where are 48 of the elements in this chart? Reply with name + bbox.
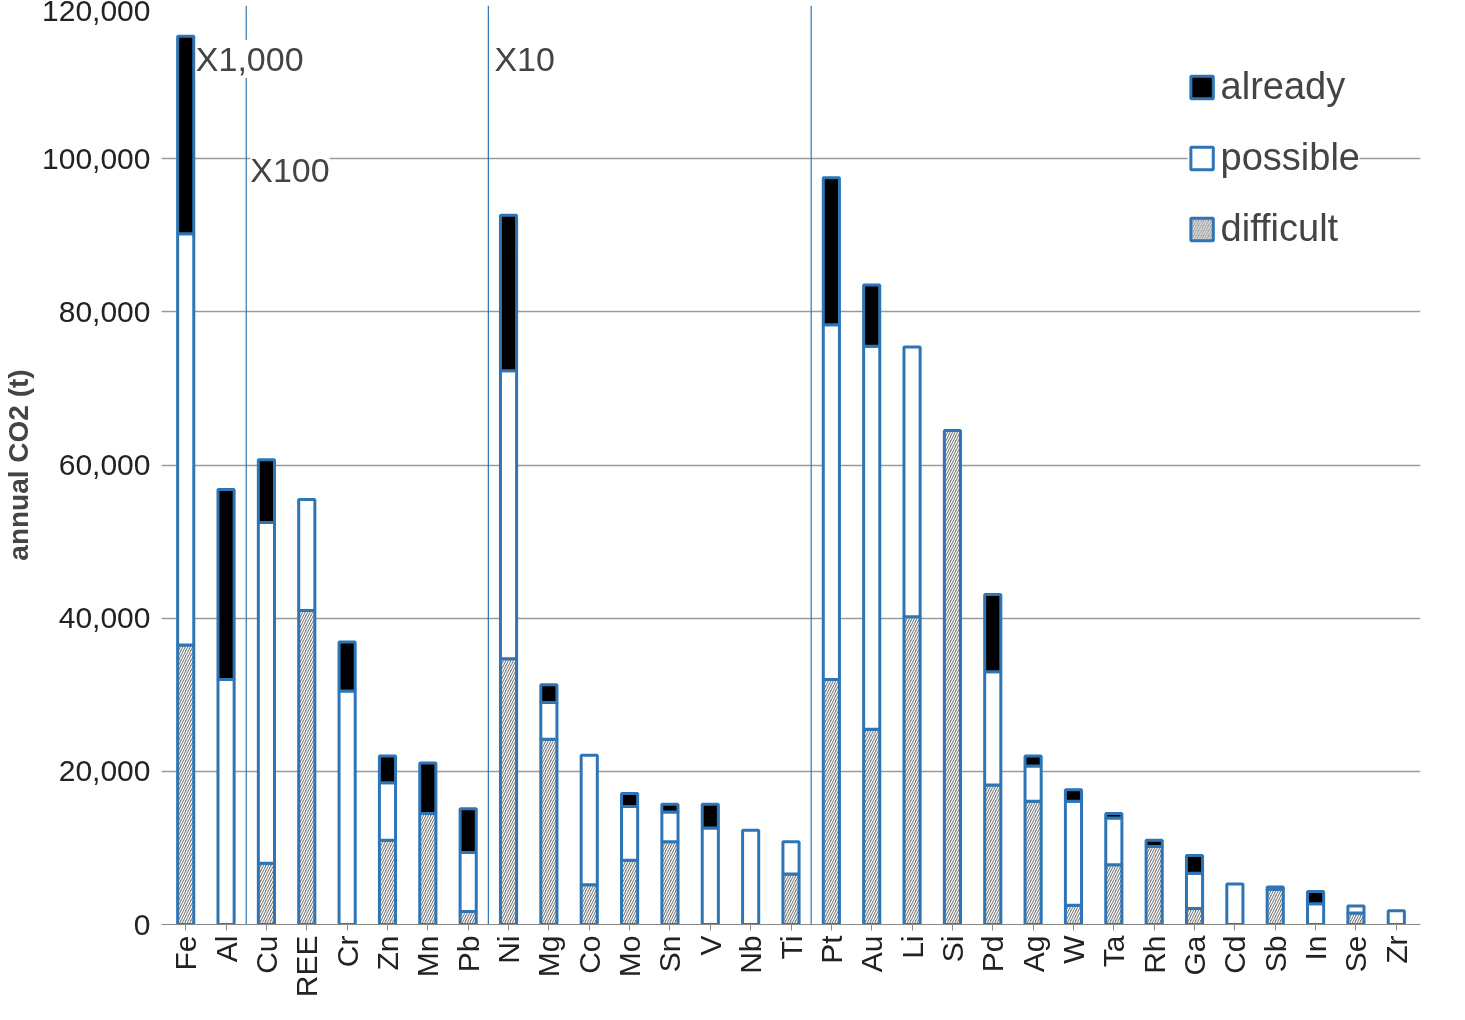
x-tick-label: Mo bbox=[613, 935, 647, 978]
x-tick-label: Mn bbox=[411, 935, 445, 978]
x-tick-label: Nb bbox=[734, 935, 768, 974]
x-tick-label: Ni bbox=[492, 935, 526, 964]
x-tick-label: V bbox=[693, 935, 727, 956]
x-tick-label: Ga bbox=[1178, 935, 1212, 976]
x-tick-label: Se bbox=[1339, 935, 1373, 973]
x-tick-label: Ta bbox=[1097, 935, 1131, 968]
x-tick-label: Si bbox=[935, 935, 969, 963]
x-tick-label: Co bbox=[572, 935, 606, 974]
x-tick-label: Cd bbox=[1218, 935, 1252, 974]
bar bbox=[1386, 909, 1406, 925]
legend-label: difficult bbox=[1220, 207, 1339, 250]
x-tick-label: Fe bbox=[169, 935, 203, 971]
x-tick-label: Ag bbox=[1016, 935, 1050, 973]
y-tick-label: 80,000 bbox=[58, 294, 151, 328]
annotation: X1,000 bbox=[195, 40, 304, 79]
x-tick-label: Cu bbox=[249, 935, 283, 974]
y-tick-label: 0 bbox=[133, 907, 151, 941]
x-tick-label: Pb bbox=[451, 935, 485, 973]
bar bbox=[1225, 882, 1245, 925]
y-tick-label: 20,000 bbox=[58, 754, 151, 788]
x-tick-label: Au bbox=[855, 935, 889, 973]
x-tick-label: Mg bbox=[532, 935, 566, 978]
legend-label: already bbox=[1220, 65, 1346, 108]
x-tick-label: Ti bbox=[774, 935, 808, 960]
x-tick-label: Sb bbox=[1258, 935, 1292, 973]
y-tick-label: 120,000 bbox=[42, 0, 151, 27]
y-tick-label: 40,000 bbox=[58, 601, 151, 635]
x-tick-label: Rh bbox=[1137, 935, 1171, 974]
x-tick-label: Cr bbox=[330, 935, 364, 968]
x-tick-label: W bbox=[1056, 934, 1090, 964]
legend-label: possible bbox=[1220, 136, 1360, 179]
x-tick-label: Zn bbox=[370, 935, 404, 971]
annotation: X10 bbox=[494, 40, 555, 79]
x-tick-label: Zr bbox=[1379, 935, 1413, 964]
x-tick-label: In bbox=[1299, 935, 1333, 961]
y-tick-label: 60,000 bbox=[58, 448, 151, 481]
y-axis-title: annual CO2 (t) bbox=[3, 369, 35, 561]
x-tick-label: Sn bbox=[653, 935, 687, 973]
annotation: X100 bbox=[250, 151, 330, 190]
x-tick-label: Li bbox=[895, 935, 929, 959]
y-tick-label: 100,000 bbox=[42, 141, 151, 175]
x-tick-label: Pd bbox=[976, 935, 1010, 973]
x-tick-label: REE bbox=[290, 935, 324, 998]
bar bbox=[741, 828, 761, 925]
x-tick-label: Al bbox=[209, 935, 243, 963]
x-tick-label: Pt bbox=[814, 934, 848, 964]
